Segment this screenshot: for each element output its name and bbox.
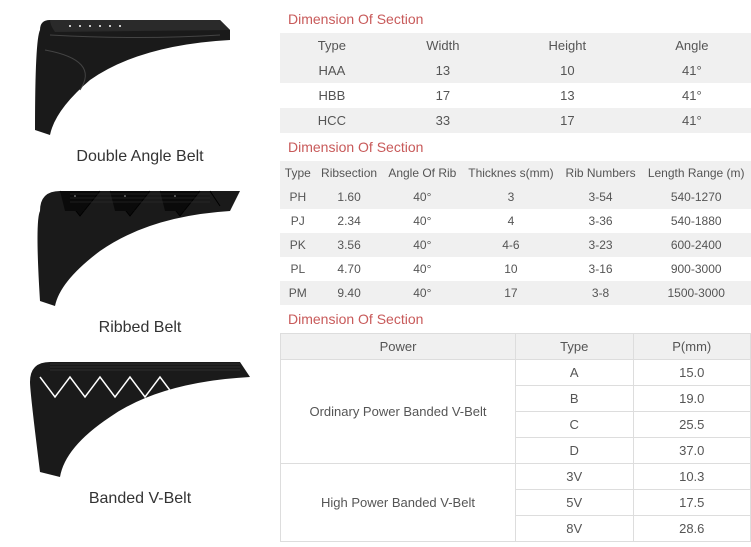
cell: 4 [462, 209, 560, 233]
dimension-table-1: Type Width Height Angle HAA131041° HBB17… [280, 33, 751, 133]
tables-column: Dimension Of Section Type Width Height A… [280, 0, 751, 547]
ribbed-belt-icon [20, 181, 260, 311]
cell: 8V [516, 516, 634, 542]
cell: 13 [384, 58, 502, 83]
cell: 15.0 [633, 360, 751, 386]
col-header: Power [281, 334, 516, 360]
cell: 17 [462, 281, 560, 305]
col-header: Height [502, 33, 633, 58]
belt-label: Banded V-Belt [0, 490, 280, 508]
cell: HCC [280, 108, 384, 133]
cell: 41° [633, 108, 751, 133]
cell: 17 [502, 108, 633, 133]
cell: 900-3000 [641, 257, 751, 281]
belt-section: Banded V-Belt [0, 352, 280, 508]
table-header: Dimension Of Section [280, 305, 751, 333]
cell: 1500-3000 [641, 281, 751, 305]
double-angle-belt-icon [20, 10, 260, 140]
belt-illustrations: Double Angle Belt Ribbed Belt Banded V-B… [0, 0, 280, 547]
cell: 40° [383, 185, 463, 209]
power-cell: Ordinary Power Banded V-Belt [281, 360, 516, 464]
cell: C [516, 412, 634, 438]
cell: PM [280, 281, 316, 305]
cell: 17 [384, 83, 502, 108]
col-header: Angle Of Rib [383, 161, 463, 185]
cell: 33 [384, 108, 502, 133]
col-header: Type [516, 334, 634, 360]
cell: B [516, 386, 634, 412]
belt-section: Double Angle Belt [0, 10, 280, 166]
cell: 3-8 [560, 281, 642, 305]
cell: 3-23 [560, 233, 642, 257]
cell: 3-54 [560, 185, 642, 209]
cell: 540-1270 [641, 185, 751, 209]
col-header: Length Range (m) [641, 161, 751, 185]
col-header: Rib Numbers [560, 161, 642, 185]
col-header: P(mm) [633, 334, 751, 360]
cell: HBB [280, 83, 384, 108]
cell: 3 [462, 185, 560, 209]
power-cell: High Power Banded V-Belt [281, 464, 516, 542]
cell: A [516, 360, 634, 386]
cell: 10 [462, 257, 560, 281]
cell: 3-16 [560, 257, 642, 281]
cell: 40° [383, 209, 463, 233]
cell: 2.34 [316, 209, 383, 233]
cell: PH [280, 185, 316, 209]
cell: 4-6 [462, 233, 560, 257]
dimension-table-2: Type Ribsection Angle Of Rib Thicknes s(… [280, 161, 751, 305]
cell: 3-36 [560, 209, 642, 233]
cell: 9.40 [316, 281, 383, 305]
table-header: Dimension Of Section [280, 5, 751, 33]
cell: 17.5 [633, 490, 751, 516]
cell: 4.70 [316, 257, 383, 281]
cell: 41° [633, 83, 751, 108]
cell: 600-2400 [641, 233, 751, 257]
cell: 1.60 [316, 185, 383, 209]
banded-v-belt-icon [20, 352, 260, 482]
cell: D [516, 438, 634, 464]
col-header: Type [280, 161, 316, 185]
belt-label: Double Angle Belt [0, 148, 280, 166]
cell: 40° [383, 233, 463, 257]
cell: 40° [383, 257, 463, 281]
cell: 40° [383, 281, 463, 305]
cell: 540-1880 [641, 209, 751, 233]
cell: 10 [502, 58, 633, 83]
cell: PK [280, 233, 316, 257]
cell: 3V [516, 464, 634, 490]
belt-label: Ribbed Belt [0, 319, 280, 337]
col-header: Width [384, 33, 502, 58]
col-header: Type [280, 33, 384, 58]
col-header: Thicknes s(mm) [462, 161, 560, 185]
belt-section: Ribbed Belt [0, 181, 280, 337]
dimension-table-3: Power Type P(mm) Ordinary Power Banded V… [280, 333, 751, 542]
cell: 3.56 [316, 233, 383, 257]
col-header: Ribsection [316, 161, 383, 185]
cell: 25.5 [633, 412, 751, 438]
cell: 5V [516, 490, 634, 516]
table-header: Dimension Of Section [280, 133, 751, 161]
cell: 41° [633, 58, 751, 83]
col-header: Angle [633, 33, 751, 58]
cell: HAA [280, 58, 384, 83]
cell: 28.6 [633, 516, 751, 542]
cell: PJ [280, 209, 316, 233]
cell: PL [280, 257, 316, 281]
cell: 37.0 [633, 438, 751, 464]
cell: 10.3 [633, 464, 751, 490]
cell: 13 [502, 83, 633, 108]
cell: 19.0 [633, 386, 751, 412]
